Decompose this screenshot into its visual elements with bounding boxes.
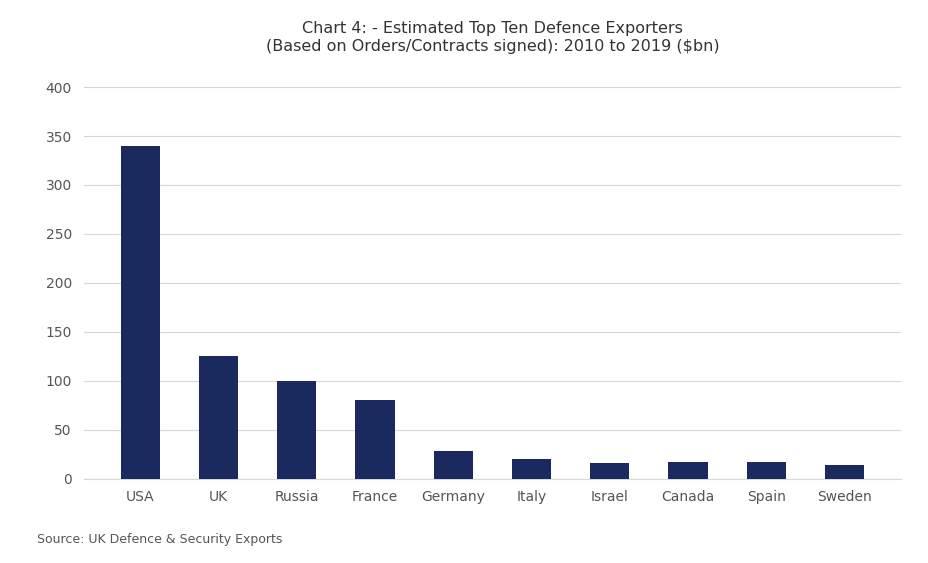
Bar [277,381,316,479]
Text: Source: UK Defence & Security Exports: Source: UK Defence & Security Exports [37,533,282,546]
Title: Chart 4: - Estimated Top Ten Defence Exporters
(Based on Orders/Contracts signed: Chart 4: - Estimated Top Ten Defence Exp… [265,21,718,54]
Bar [511,459,550,479]
Bar [199,356,238,479]
Bar [824,465,863,479]
Bar [433,451,472,479]
Bar [746,462,785,479]
Bar [121,146,160,479]
Bar [355,400,394,479]
Bar [667,462,707,479]
Bar [589,463,628,479]
